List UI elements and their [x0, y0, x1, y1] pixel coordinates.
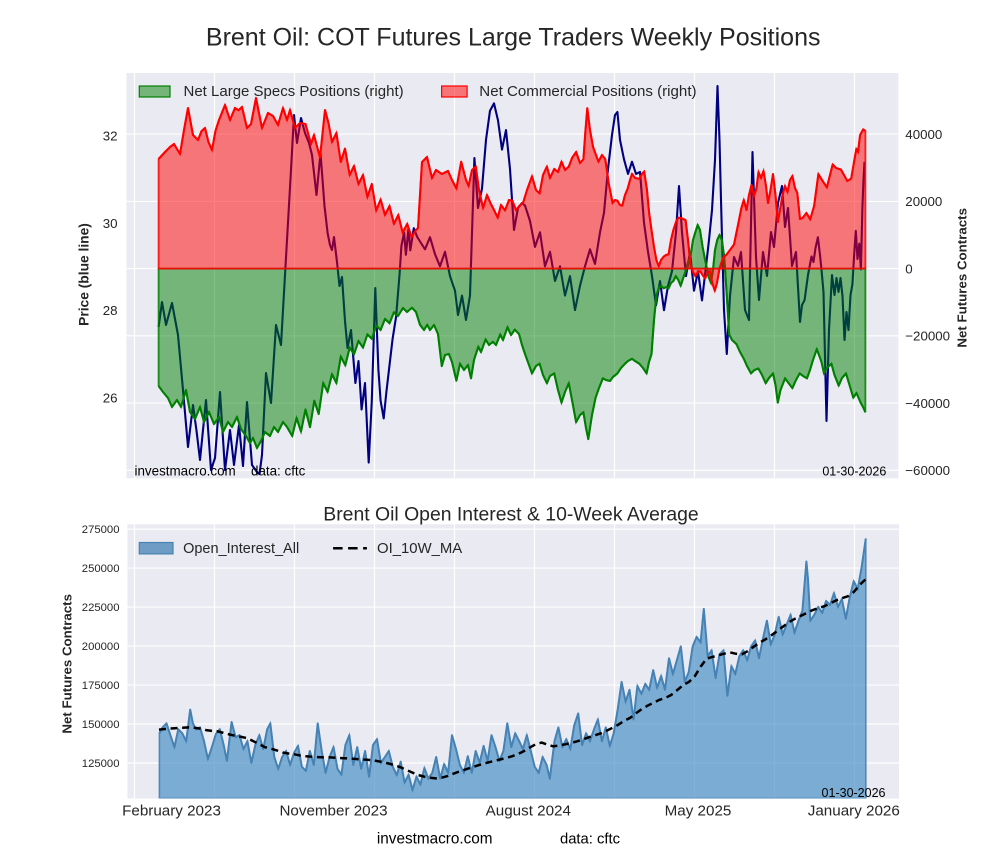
svg-text:February 2023: February 2023 [122, 802, 221, 819]
svg-text:−60000: −60000 [905, 463, 950, 478]
svg-text:investmacro.com: investmacro.com [135, 464, 236, 479]
svg-text:175000: 175000 [82, 680, 120, 692]
svg-text:Net Large Specs Positions (rig: Net Large Specs Positions (right) [184, 83, 404, 100]
svg-text:−20000: −20000 [905, 329, 950, 344]
svg-text:275000: 275000 [82, 524, 120, 536]
svg-text:200000: 200000 [82, 641, 120, 653]
svg-text:250000: 250000 [82, 563, 120, 575]
svg-text:0: 0 [905, 261, 912, 276]
svg-text:150000: 150000 [82, 719, 120, 731]
svg-text:20000: 20000 [905, 194, 942, 209]
svg-text:Net Commercial Positions (righ: Net Commercial Positions (right) [479, 83, 696, 100]
svg-text:January 2026: January 2026 [808, 802, 900, 819]
svg-text:May 2025: May 2025 [665, 802, 732, 819]
svg-text:Open_Interest_All: Open_Interest_All [183, 541, 299, 557]
svg-text:data: cftc: data: cftc [560, 832, 621, 848]
svg-text:data: cftc: data: cftc [251, 464, 306, 479]
svg-text:August 2024: August 2024 [486, 802, 571, 819]
svg-text:32: 32 [103, 129, 118, 144]
svg-text:30: 30 [103, 216, 118, 231]
svg-text:Net Futures Contracts: Net Futures Contracts [955, 208, 970, 348]
svg-text:40000: 40000 [905, 127, 942, 142]
svg-text:−40000: −40000 [905, 396, 950, 411]
svg-text:01-30-2026: 01-30-2026 [822, 786, 886, 800]
svg-text:125000: 125000 [82, 758, 120, 770]
svg-text:OI_10W_MA: OI_10W_MA [377, 541, 462, 557]
svg-text:November 2023: November 2023 [279, 802, 387, 819]
svg-text:26: 26 [103, 390, 118, 405]
svg-text:Brent Oil Open Interest & 10-W: Brent Oil Open Interest & 10-Week Averag… [323, 504, 698, 526]
svg-text:01-30-2026: 01-30-2026 [822, 465, 886, 479]
svg-text:225000: 225000 [82, 602, 120, 614]
svg-text:Net Futures Contracts: Net Futures Contracts [60, 594, 75, 734]
svg-text:28: 28 [103, 303, 118, 318]
svg-text:Brent Oil: COT Futures Large T: Brent Oil: COT Futures Large Traders Wee… [206, 24, 821, 52]
svg-text:investmacro.com: investmacro.com [377, 831, 493, 848]
svg-text:Price (blue line): Price (blue line) [77, 223, 92, 326]
